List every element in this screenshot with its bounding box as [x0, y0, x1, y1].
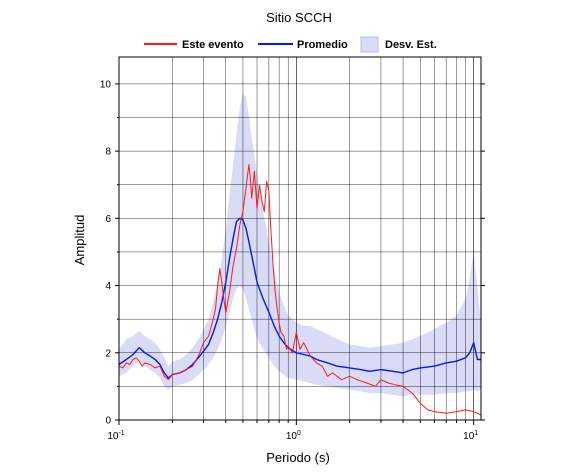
plot-area: 0 2 4 6 8 10 10-1 100 101: [100, 56, 485, 442]
plot-frame: [118, 56, 482, 421]
x-tick-label: 101: [463, 430, 478, 442]
x-tick-label: 100: [286, 430, 301, 442]
std-band: [119, 94, 481, 397]
y-tick-label: 0: [105, 416, 111, 427]
y-tick-label: 4: [105, 281, 111, 292]
legend-label-mean: Promedio: [297, 39, 348, 51]
y-tick-label: 8: [105, 147, 111, 158]
x-tick-label: 10-1: [107, 430, 124, 442]
series-line-event: [118, 164, 482, 416]
y-tick-label: 2: [105, 348, 111, 359]
legend-label-std: Desv. Est.: [385, 39, 437, 51]
chart-title: Sitio SCCH: [266, 10, 332, 25]
y-axis-label: Amplitud: [72, 215, 87, 266]
legend: Este evento Promedio Desv. Est.: [144, 36, 437, 53]
y-tick-label: 6: [105, 214, 111, 225]
y-tick-label: 10: [100, 79, 112, 90]
x-axis-label: Periodo (s): [266, 450, 330, 465]
legend-label-event: Este evento: [182, 39, 244, 51]
legend-swatch-std: [360, 36, 379, 53]
